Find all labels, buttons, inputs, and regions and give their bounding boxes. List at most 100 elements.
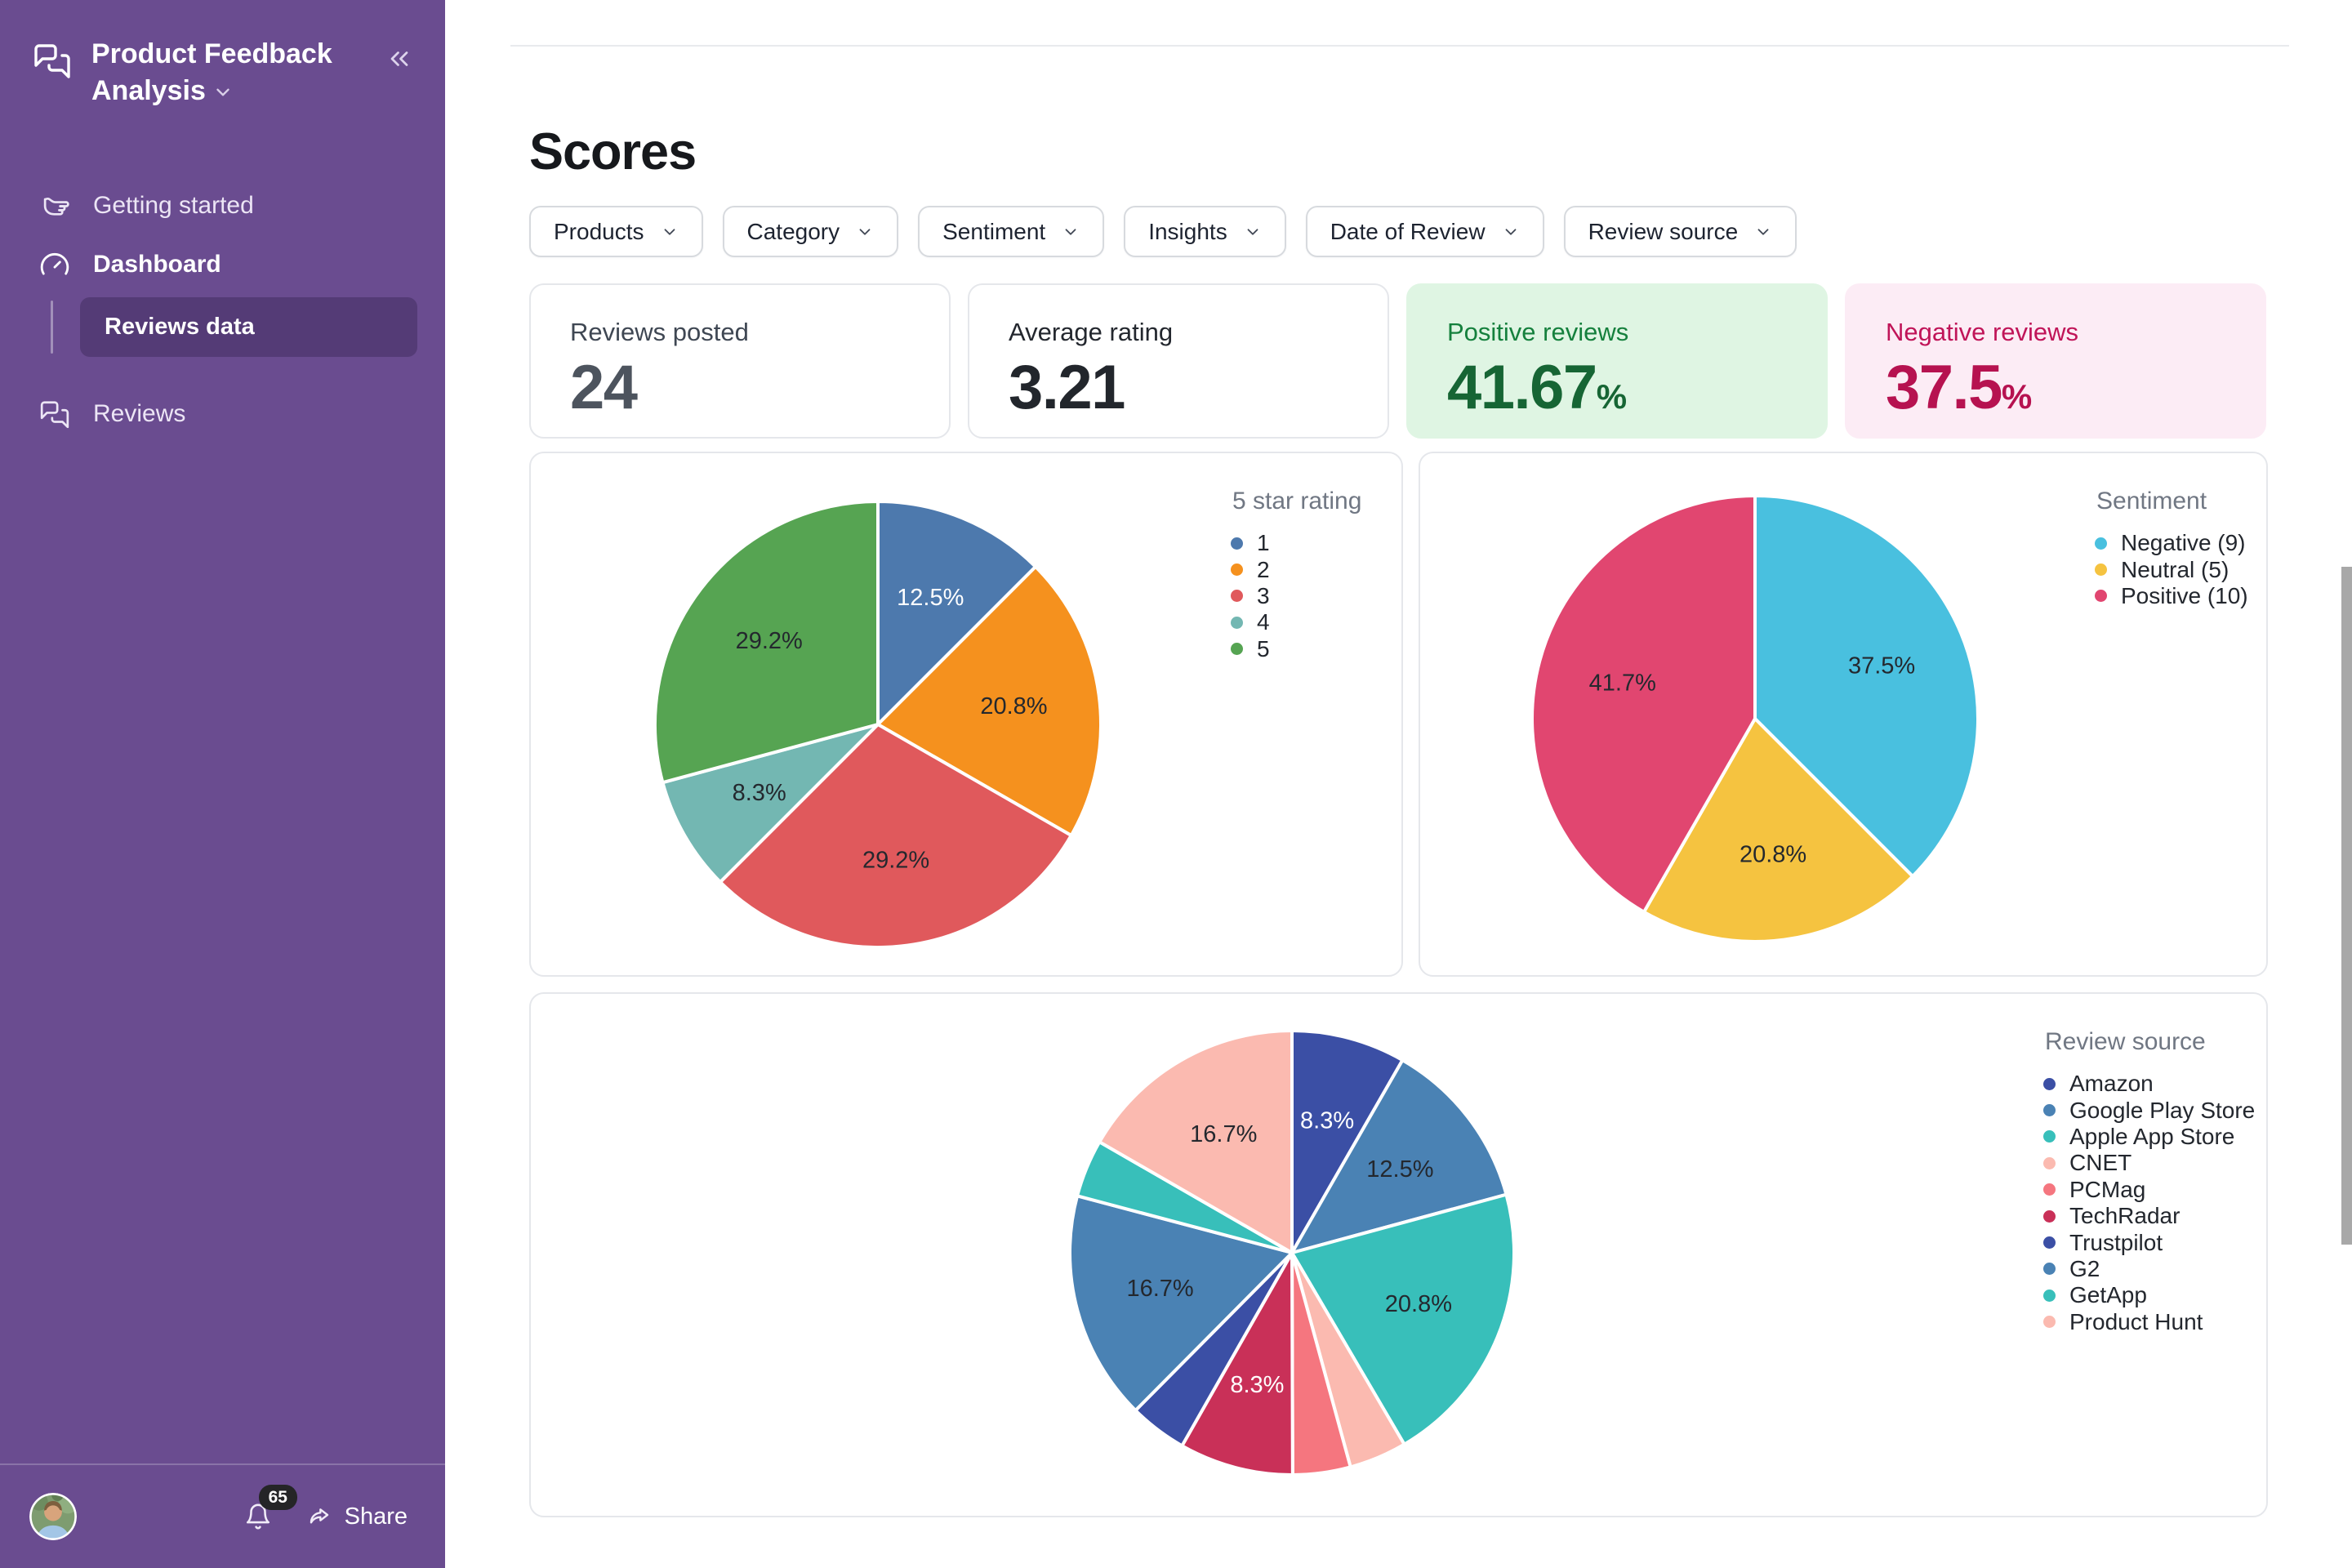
five-star-rating-chart-card: 12.5% 20.8% 29.2% 8.3% 29.2% 5 star rating 1 2… [529,452,1403,977]
legend-label: TechRadar [2069,1203,2180,1229]
avatar[interactable] [29,1493,77,1540]
pie-slice-5[interactable] [653,500,880,785]
legend-item-google-play-store[interactable]: Google Play Store [2043,1097,2255,1123]
filter-button-date-of-review[interactable]: Date of Review [1305,206,1544,257]
sidebar-item-getting-started[interactable]: Getting started [28,176,417,235]
legend-dot [2043,1156,2056,1169]
legend-title: 5 star rating [1232,488,1362,514]
pie-slice-techradar[interactable] [1180,1251,1294,1477]
pie-slice-apple-app-store[interactable] [1290,1192,1516,1446]
legend-dot [1231,616,1243,629]
legend-item-techradar[interactable]: TechRadar [2043,1203,2255,1229]
stat-label: Reviews posted [570,318,749,346]
pie-slice-label: 37.5% [1848,653,1915,679]
filter-button-sentiment[interactable]: Sentiment [918,206,1105,257]
filter-button-category[interactable]: Category [722,206,899,257]
pie-slice-1[interactable] [876,500,1038,726]
notifications-button[interactable]: 65 [244,1485,297,1530]
pie-slice-4[interactable] [661,723,880,884]
legend-item-product-hunt[interactable]: Product Hunt [2043,1309,2255,1335]
legend-title: Sentiment [2096,488,2207,514]
pie-slice-label: 20.8% [1740,841,1806,867]
vertical-scrollbar[interactable] [2341,567,2352,1245]
legend-label: 1 [1257,530,1270,556]
legend-dot [2043,1104,2056,1117]
legend-label: Google Play Store [2069,1097,2256,1123]
chat-bubbles-logo-icon [33,36,72,80]
workspace-title[interactable]: Product Feedback Analysis [91,36,333,109]
pie-slice-positive-10[interactable] [1530,494,1757,914]
chevron-down-icon [1247,228,1258,235]
legend-item-trustpilot[interactable]: Trustpilot [2043,1229,2255,1255]
legend-item-4[interactable]: 4 [1231,609,1361,635]
legend-dot [2043,1130,2056,1143]
legend-item-3[interactable]: 3 [1231,583,1361,609]
workspace-title-text: Product Feedback Analysis [91,38,332,106]
pie-slice-label: 20.8% [980,693,1047,719]
legend-item-positive-10[interactable]: Positive (10) [2095,583,2248,609]
pie-slice-amazon[interactable] [1290,1029,1405,1254]
legend-item-getapp[interactable]: GetApp [2043,1282,2255,1308]
legend-dot [2043,1236,2056,1250]
legend-item-neutral-5[interactable]: Neutral (5) [2095,556,2248,582]
legend-item-5[interactable]: 5 [1231,636,1361,662]
sidebar-item-label: Getting started [93,192,254,219]
legend-label: 2 [1257,556,1270,582]
legend-label: 4 [1257,609,1270,635]
legend-label: CNET [2069,1150,2132,1176]
hand-point-right-icon [43,197,69,216]
pie-slice-label: 41.7% [1589,670,1656,697]
share-button[interactable]: Share [306,1503,408,1530]
filter-button-products[interactable]: Products [529,206,703,257]
legend-item-negative-9[interactable]: Negative (9) [2095,530,2248,556]
pie-slice-google-play-store[interactable] [1290,1058,1508,1254]
legend-title: Review source [2045,1028,2206,1055]
filter-label: Review source [1588,218,1739,244]
pie-slice-g2[interactable] [1068,1194,1294,1413]
legend-label: Trustpilot [2069,1229,2163,1255]
chevron-down-icon [1065,228,1076,235]
stat-label: Average rating [1009,318,1174,346]
sidebar-item-reviews[interactable]: Reviews [28,385,417,443]
sidebar-item-label: Dashboard [93,251,221,278]
pie-slice-2[interactable] [876,564,1102,838]
legend-dot [1231,537,1243,550]
pie-slice-3[interactable] [718,723,1073,949]
legend-item-cnet[interactable]: CNET [2043,1150,2255,1176]
legend-dot [2043,1316,2056,1329]
stat-value: 41.67% [1447,353,1628,422]
legend-item-pcmag[interactable]: PCMag [2043,1177,2255,1203]
legend-item-apple-app-store[interactable]: Apple App Store [2043,1124,2255,1150]
five-star-pie-chart: 12.5% 20.8% 29.2% 8.3% 29.2% [653,500,1102,949]
stat-card-negative-reviews: Negative reviews 37.5% [1845,283,2266,439]
pie-slice-neutral-5[interactable] [1642,717,1915,943]
pie-slice-label: 29.2% [736,628,803,654]
filter-button-review-source[interactable]: Review source [1563,206,1797,257]
top-divider [510,45,2289,47]
legend-item-amazon[interactable]: Amazon [2043,1071,2255,1097]
legend-label: GetApp [2069,1282,2147,1308]
sidebar-item-label: Reviews [93,400,186,427]
legend-dot [2095,537,2107,550]
pie-slice-product-hunt[interactable] [1098,1029,1294,1254]
legend-dot [2043,1077,2056,1090]
stat-card-reviews-posted: Reviews posted 24 [529,283,951,439]
sidebar-collapse-icon[interactable] [385,44,414,78]
pie-slice-label: 8.3% [1230,1372,1284,1398]
filter-label: Category [746,218,840,244]
legend-dot [2043,1183,2056,1196]
stat-card-positive-reviews: Positive reviews 41.67% [1406,283,1828,439]
legend-dot [1231,564,1243,577]
main-content: Scores Products Category Sentiment Insights… [445,0,2352,1568]
filter-button-insights[interactable]: Insights [1124,206,1286,257]
pie-slice-negative-9[interactable] [1753,494,1980,879]
legend-item-1[interactable]: 1 [1231,530,1361,556]
legend-label: Product Hunt [2069,1308,2203,1334]
legend-item-g2[interactable]: G2 [2043,1256,2255,1282]
sidebar-item-dashboard[interactable]: Dashboard [28,235,417,294]
legend-dot [2095,564,2107,577]
stat-value: 3.21 [1009,353,1125,422]
legend-item-2[interactable]: 2 [1231,556,1361,582]
legend-dot [2043,1209,2056,1223]
sidebar-item-reviews-data[interactable]: Reviews data [80,297,417,357]
